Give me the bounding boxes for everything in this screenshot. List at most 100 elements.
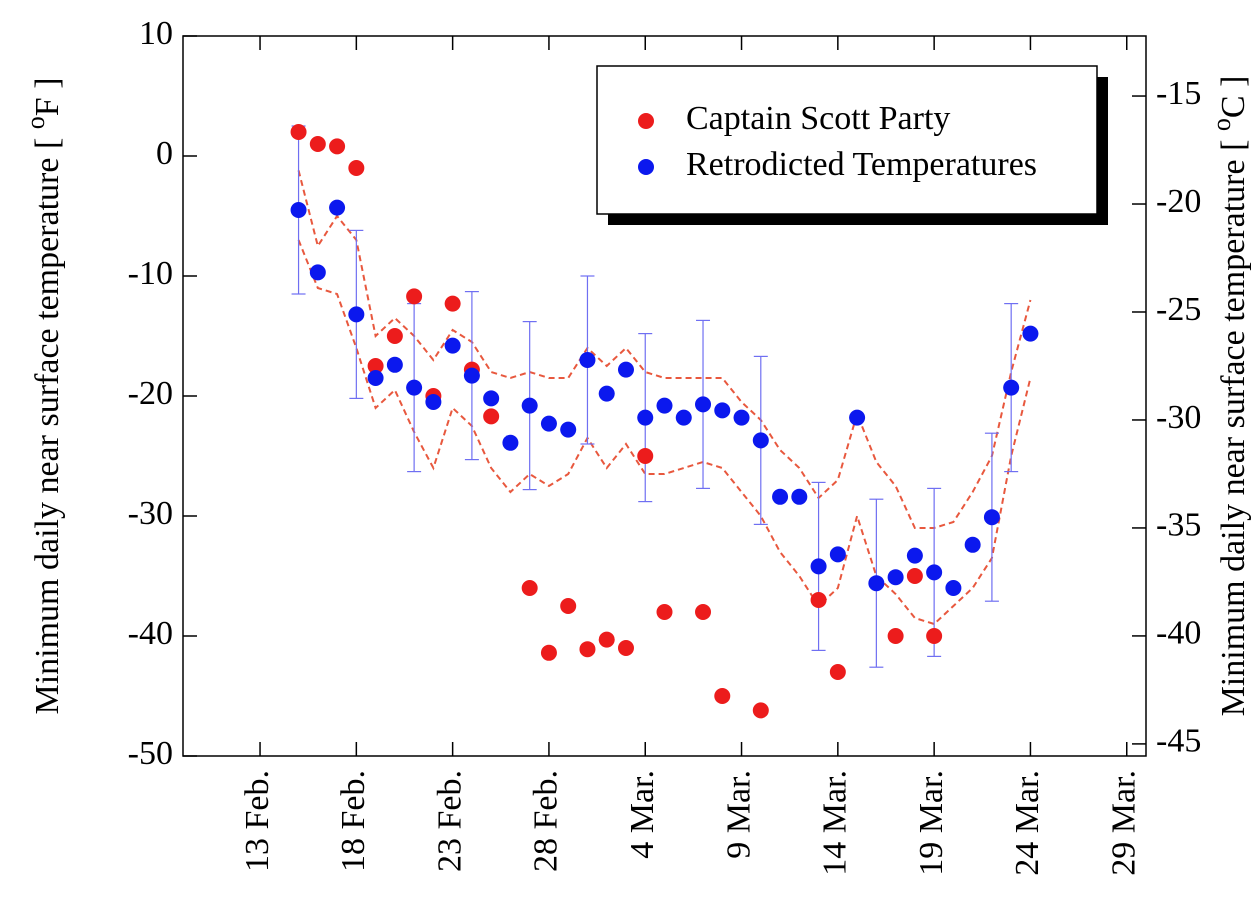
data-point <box>560 598 577 614</box>
y2-tick-label: -15 <box>1156 75 1201 112</box>
x-tick-label: 29 Mar. <box>1106 770 1143 876</box>
y2-tick-label: -20 <box>1156 183 1201 220</box>
data-point <box>367 358 384 374</box>
x-tick-label: 24 Mar. <box>1009 770 1046 876</box>
data-point <box>309 136 326 152</box>
data-point <box>617 640 634 656</box>
data-point <box>598 631 615 648</box>
data-point <box>714 402 731 419</box>
x-tick-label: 23 Feb. <box>431 770 468 872</box>
data-point <box>810 592 827 608</box>
y-label-unit: F ] <box>29 77 66 116</box>
y-tick-label: -30 <box>128 495 173 532</box>
y-tick-label: -10 <box>128 255 173 292</box>
x-tick-label: 13 Feb. <box>239 770 276 872</box>
data-point <box>290 124 307 140</box>
y-label-text: Minimum daily near surface temperature [ <box>29 129 66 714</box>
y-tick-label: 10 <box>139 15 173 52</box>
data-point <box>714 688 731 704</box>
data-point <box>1022 325 1039 342</box>
y2-label-text: Minimum daily near surface temperature [ <box>1215 131 1252 716</box>
x-tick-label: 19 Mar. <box>913 770 950 876</box>
data-point <box>348 160 365 176</box>
y2-axis-label: Minimum daily near surface temperature [… <box>1207 76 1252 717</box>
data-point <box>752 432 769 449</box>
data-point <box>406 288 423 305</box>
data-point <box>521 397 538 414</box>
data-point <box>579 641 596 658</box>
data-point <box>540 415 557 432</box>
x-tick-label: 14 Mar. <box>817 770 854 876</box>
data-point <box>926 564 943 581</box>
data-point <box>675 409 692 426</box>
data-point <box>290 202 307 218</box>
data-point <box>906 568 923 584</box>
y-axis-label: Minimum daily near surface temperature [… <box>21 77 66 714</box>
y2-tick-label: -45 <box>1156 723 1201 760</box>
data-point <box>849 409 866 426</box>
data-point <box>444 295 461 312</box>
data-point <box>656 397 673 414</box>
data-point <box>656 604 673 620</box>
data-point <box>425 394 442 410</box>
data-point <box>502 434 519 451</box>
data-point <box>386 328 403 344</box>
data-point <box>733 409 750 426</box>
data-point <box>521 580 538 596</box>
data-point <box>560 421 577 438</box>
data-point <box>829 546 846 563</box>
data-point <box>637 448 654 464</box>
legend-marker <box>638 159 654 175</box>
data-point <box>617 361 634 378</box>
data-point <box>637 409 654 426</box>
y2-tick-label: -40 <box>1156 615 1201 652</box>
y-tick-label: -50 <box>128 735 173 772</box>
data-point <box>926 628 943 644</box>
y2-tick-label: -30 <box>1156 399 1201 436</box>
x-tick-label: 28 Feb. <box>528 770 565 872</box>
data-point <box>752 702 769 719</box>
x-tick-label: 9 Mar. <box>720 770 757 859</box>
data-point <box>348 306 365 323</box>
data-point <box>791 488 808 505</box>
data-point <box>829 664 846 680</box>
data-point <box>483 408 500 425</box>
y-tick-label: -40 <box>128 615 173 652</box>
data-point <box>329 138 346 155</box>
data-point <box>329 199 346 216</box>
y2-label-sup: o <box>1207 118 1236 131</box>
data-point <box>695 604 712 620</box>
legend-marker <box>638 113 654 129</box>
y-label-sup: o <box>21 116 50 129</box>
data-point <box>695 396 712 413</box>
x-tick-label: 4 Mar. <box>624 770 661 859</box>
data-point <box>598 385 615 402</box>
legend-box <box>596 65 1098 215</box>
data-point <box>772 488 789 505</box>
legend-label: Captain Scott Party <box>686 100 950 137</box>
y2-tick-label: -25 <box>1156 291 1201 328</box>
x-tick-label: 18 Feb. <box>335 770 372 872</box>
data-point <box>309 264 326 281</box>
y2-tick-label: -35 <box>1156 507 1201 544</box>
data-point <box>964 536 981 553</box>
y-tick-label: -20 <box>128 375 173 412</box>
data-point <box>1003 379 1020 396</box>
y-tick-label: 0 <box>156 135 173 172</box>
data-point <box>406 379 423 396</box>
data-point <box>887 569 904 586</box>
y2-label-unit: C ] <box>1215 76 1252 119</box>
data-point <box>483 390 500 407</box>
data-point <box>463 367 480 384</box>
data-point <box>810 558 827 575</box>
data-point <box>945 580 962 596</box>
band-line <box>297 170 1032 529</box>
legend-label: Retrodicted Temperatures <box>686 146 1037 183</box>
data-point <box>579 352 596 368</box>
data-point <box>540 644 557 661</box>
data-point <box>887 628 904 644</box>
data-point <box>444 337 461 354</box>
band-line <box>297 239 1032 626</box>
